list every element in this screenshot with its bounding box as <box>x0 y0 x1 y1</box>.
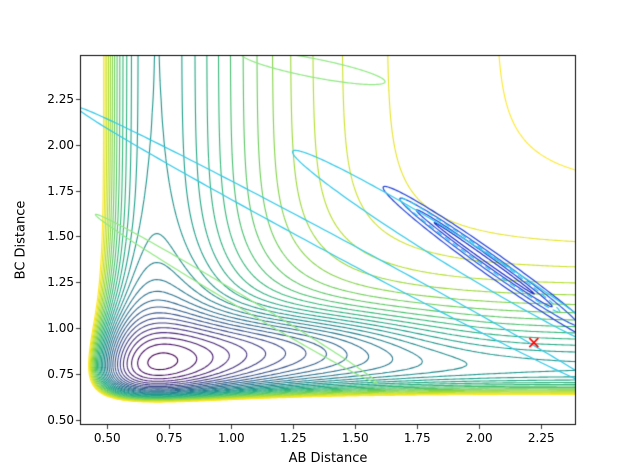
y-axis-label: BC Distance <box>13 200 29 280</box>
y-tick-label: 2.25 <box>47 91 74 106</box>
y-tick-label: 2.00 <box>47 137 74 152</box>
y-tick-label: 1.50 <box>47 229 74 244</box>
y-tick-label: 1.75 <box>47 183 74 198</box>
x-tick-label: 1.00 <box>217 431 245 445</box>
x-tick-label: 0.50 <box>93 431 121 445</box>
x-axis-label: AB Distance <box>288 451 368 466</box>
x-tick-label: 2.00 <box>465 431 493 445</box>
x-tick-label: 0.75 <box>155 431 183 445</box>
y-tick-label: 1.25 <box>47 275 74 290</box>
x-tick-label: 1.50 <box>341 431 369 445</box>
y-tick-label: 0.75 <box>47 366 74 381</box>
x-tick-label: 1.75 <box>403 431 431 445</box>
x-tick-label: 2.25 <box>527 431 555 445</box>
y-tick-label: 0.50 <box>47 412 74 427</box>
x-tick-label: 1.25 <box>279 431 307 445</box>
y-tick-label: 1.00 <box>47 320 74 335</box>
